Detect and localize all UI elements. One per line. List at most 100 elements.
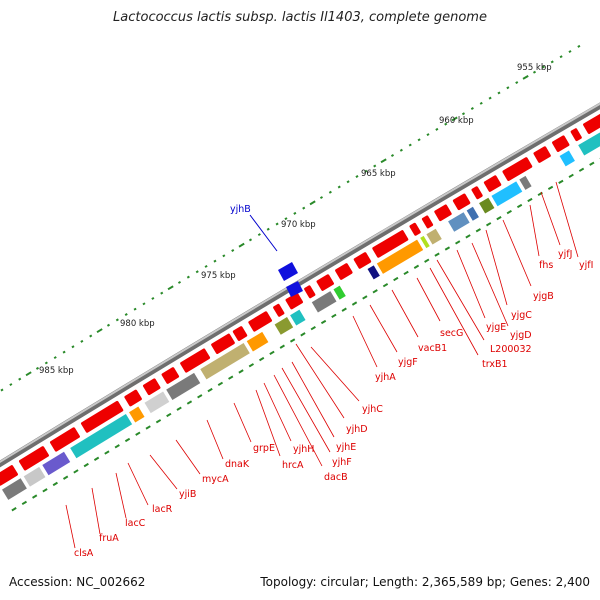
reverse-gene[interactable]	[426, 228, 442, 245]
reverse-gene[interactable]	[376, 239, 424, 274]
scale-tick	[461, 112, 466, 116]
forward-gene[interactable]	[180, 348, 211, 373]
forward-gene[interactable]	[335, 263, 354, 281]
gene-label-yjhC[interactable]: yjhC	[362, 404, 383, 415]
gene-label-dnaK[interactable]: dnaK	[225, 459, 250, 470]
forward-gene[interactable]	[570, 128, 582, 142]
gene-label-lacR[interactable]: lacR	[152, 504, 173, 515]
forward-gene[interactable]	[248, 311, 273, 332]
forward-gene[interactable]	[434, 204, 452, 222]
scale-tick	[532, 70, 537, 74]
genome-summary: Topology: circular; Length: 2,365,589 bp…	[260, 575, 590, 589]
forward-gene[interactable]	[232, 326, 248, 342]
reverse-gene[interactable]	[367, 265, 380, 280]
reverse-gene[interactable]	[200, 343, 250, 380]
inner-tick	[527, 197, 533, 203]
reverse-gene[interactable]	[144, 391, 170, 414]
forward-gene[interactable]	[211, 333, 236, 354]
forward-gene[interactable]	[273, 303, 285, 317]
gene-label-hrcA[interactable]: hrcA	[282, 460, 304, 471]
gene-label-mycA[interactable]: mycA	[202, 474, 229, 485]
inner-tick	[166, 412, 172, 418]
reverse-gene[interactable]	[448, 212, 470, 232]
reverse-gene[interactable]	[290, 309, 306, 326]
reverse-gene[interactable]	[23, 466, 46, 487]
gene-label-L200032[interactable]: L200032	[490, 344, 532, 355]
scale-tick	[355, 175, 359, 178]
gene-label-yjgD[interactable]: yjgD	[510, 330, 532, 341]
gene-label-grpE[interactable]: grpE	[253, 443, 275, 454]
reverse-gene[interactable]	[420, 235, 430, 249]
forward-gene[interactable]	[583, 113, 600, 134]
reverse-gene[interactable]	[491, 181, 523, 207]
reverse-gene[interactable]	[559, 150, 575, 167]
gene-label-yjhF[interactable]: yjhF	[332, 457, 352, 468]
forward-gene[interactable]	[471, 186, 483, 200]
gene-label-lacC[interactable]: lacC	[125, 518, 146, 529]
scale-tick	[417, 138, 421, 142]
reverse-gene[interactable]	[2, 478, 27, 500]
forward-gene[interactable]	[316, 274, 335, 292]
gene-label-yjgC[interactable]: yjgC	[511, 310, 532, 321]
reverse-gene[interactable]	[274, 317, 294, 335]
gene-label-yjgB[interactable]: yjgB	[533, 291, 554, 302]
reverse-gene[interactable]	[519, 175, 532, 190]
scale-tick	[177, 280, 182, 284]
reverse-gene[interactable]	[578, 132, 600, 156]
forward-gene[interactable]	[142, 378, 161, 396]
forward-gene[interactable]	[124, 389, 143, 407]
scale-tick	[470, 107, 474, 110]
gene-label-fhs[interactable]: fhs	[539, 260, 553, 271]
gene-label-clsA[interactable]: clsA	[74, 548, 94, 559]
gene-label-fruA[interactable]: fruA	[99, 533, 119, 544]
forward-gene[interactable]	[372, 230, 409, 259]
forward-gene[interactable]	[161, 367, 180, 385]
inner-tick	[248, 363, 255, 368]
reverse-gene[interactable]	[479, 197, 495, 214]
gene-label-yjhH[interactable]: yjhH	[293, 444, 314, 455]
forward-gene[interactable]	[80, 400, 124, 433]
gene-label-yjfI[interactable]: yjfI	[579, 260, 593, 271]
forward-gene[interactable]	[533, 146, 551, 164]
scale-tick	[124, 313, 128, 317]
reverse-gene[interactable]	[129, 406, 145, 423]
yjhB-feature[interactable]: yjhB	[230, 204, 303, 297]
reverse-gene[interactable]	[333, 285, 346, 300]
gene-label-vacB1[interactable]: vacB1	[418, 343, 447, 354]
scale-tick	[222, 254, 226, 258]
gene-label-secG[interactable]: secG	[440, 328, 463, 339]
forward-gene[interactable]	[452, 193, 471, 211]
forward-gene[interactable]	[502, 157, 533, 182]
inner-tick	[52, 481, 58, 487]
reverse-gene[interactable]	[466, 206, 479, 221]
scale-tick	[0, 388, 4, 392]
reverse-gene[interactable]	[166, 372, 201, 400]
reverse-gene[interactable]	[42, 451, 71, 476]
reverse-gene[interactable]	[311, 291, 337, 313]
gene-label-yjhB[interactable]: yjhB	[230, 204, 251, 215]
gene-label-yjhE[interactable]: yjhE	[336, 442, 356, 453]
scale-tick	[302, 206, 306, 210]
forward-gene[interactable]	[49, 427, 80, 452]
forward-gene[interactable]	[483, 175, 502, 193]
gene-label-trxB1[interactable]: trxB1	[482, 359, 508, 370]
forward-gene[interactable]	[353, 252, 372, 270]
gene-label-yjgE[interactable]: yjgE	[486, 322, 506, 333]
gene-label-yjhA[interactable]: yjhA	[375, 372, 396, 383]
gene-label-yjhD[interactable]: yjhD	[346, 424, 368, 435]
gene-label-yjfJ[interactable]: yjfJ	[558, 249, 572, 260]
forward-gene[interactable]	[285, 292, 304, 310]
reverse-gene[interactable]	[70, 414, 133, 459]
forward-gene[interactable]	[18, 446, 49, 471]
forward-gene[interactable]	[552, 135, 570, 153]
gene-label-dacB[interactable]: dacB	[324, 472, 348, 483]
forward-gene[interactable]	[304, 285, 316, 299]
reverse-gene[interactable]	[246, 331, 269, 352]
scale-tick	[497, 91, 501, 95]
scale-tick	[479, 101, 483, 105]
forward-gene[interactable]	[421, 215, 434, 229]
gene-label-yjgF[interactable]: yjgF	[398, 357, 418, 368]
gene-label-yjiB[interactable]: yjiB	[179, 489, 196, 500]
forward-gene[interactable]	[0, 465, 19, 487]
forward-gene[interactable]	[409, 222, 421, 236]
